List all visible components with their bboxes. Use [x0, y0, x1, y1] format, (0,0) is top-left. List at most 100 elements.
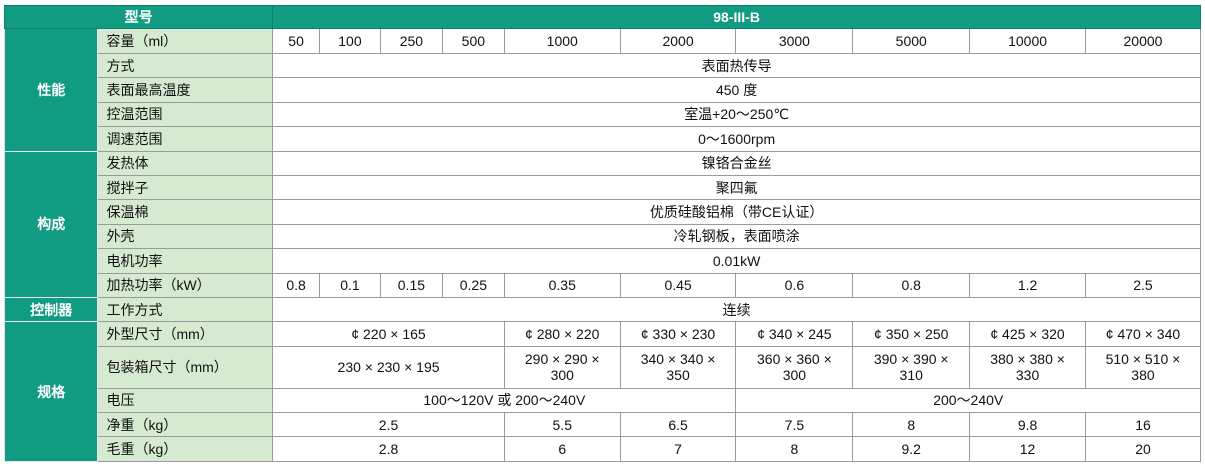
- cell: ¢ 220 × 165: [272, 321, 505, 347]
- row-label: 毛重（kg）: [97, 436, 274, 462]
- cell: ¢ 470 × 340: [1084, 321, 1202, 347]
- cell: 7.5: [735, 412, 854, 438]
- cell: 100～120V 或 200～240V: [272, 387, 737, 414]
- cell: 340 × 340 × 350: [619, 345, 737, 389]
- cell: 16: [1084, 412, 1202, 438]
- cell: 0.45: [619, 272, 737, 299]
- cell: 290 × 290 × 300: [503, 345, 621, 389]
- row-gross-weight: 毛重（kg） 2.8 6 7 8 9.2 12 20: [5, 436, 1202, 462]
- cell: 360 × 360 × 300: [735, 345, 854, 389]
- cell-line: 230 × 230 × 195: [337, 359, 440, 376]
- cell: 10000: [969, 28, 1086, 54]
- row-label: 表面最高温度: [97, 77, 274, 103]
- cell-line: 290 × 290 ×: [524, 351, 600, 368]
- cell-line: 390 × 390 ×: [873, 351, 949, 368]
- group-performance: 性能: [3, 28, 99, 152]
- row-stirrer: 搅拌子 聚四氟: [5, 174, 1201, 201]
- cell: 50: [272, 28, 320, 54]
- cell: 5000: [852, 28, 971, 54]
- cell: 0.15: [379, 272, 443, 299]
- cell-line: 360 × 360 ×: [757, 351, 832, 368]
- model-value: 98-III-B: [272, 4, 1201, 30]
- cell: 250: [379, 28, 443, 54]
- cell: 0.1: [318, 272, 381, 299]
- row-label: 外壳: [97, 223, 274, 250]
- cell: 3000: [735, 28, 854, 54]
- spec-table: 型号 98-III-B 性能 容量（ml） 50 100 250 500 100…: [3, 4, 1202, 462]
- cell: 390 × 390 × 310: [852, 345, 971, 389]
- row-method: 方式 表面热传导: [5, 52, 1201, 79]
- cell: 9.2: [852, 436, 971, 462]
- cell: 200～240V: [735, 387, 1201, 414]
- cell: ¢ 340 × 245: [735, 321, 854, 347]
- row-label: 电机功率: [97, 248, 274, 274]
- cell: 6.5: [619, 412, 737, 438]
- cell-line: 330: [1015, 367, 1040, 384]
- cell: 0.6: [735, 272, 854, 299]
- cell: 450 度: [272, 77, 1201, 103]
- row-work-mode: 控制器 工作方式 连续: [3, 297, 1201, 323]
- cell: 100: [318, 28, 381, 54]
- cell: 2.5: [272, 412, 505, 438]
- row-outer-size: 规格 外型尺寸（mm） ¢ 220 × 165 ¢ 280 × 220 ¢ 33…: [3, 321, 1202, 462]
- cell: 聚四氟: [272, 174, 1201, 201]
- row-capacity: 性能 容量（ml） 50 100 250 500 1000 2000 3000 …: [3, 28, 1202, 152]
- cell: 表面热传导: [272, 52, 1201, 79]
- cell: 0.25: [441, 272, 505, 299]
- row-speed-range: 调速范围 0～1600rpm: [5, 126, 1201, 152]
- group-construction: 构成: [3, 150, 99, 299]
- row-insulation: 保温棉 优质硅酸铝棉（带CE认证）: [5, 199, 1201, 225]
- row-label: 加热功率（kW）: [97, 272, 274, 299]
- row-label: 调速范围: [97, 126, 274, 152]
- row-package-size: 包装箱尺寸（mm） 230 × 230 × 195 290 × 290 × 300…: [5, 345, 1202, 389]
- row-label: 搅拌子: [97, 174, 274, 201]
- cell: 510 × 510 × 380: [1084, 345, 1202, 389]
- cell: 5.5: [503, 412, 621, 438]
- cell-line: 350: [666, 367, 690, 384]
- row-net-weight: 净重（kg） 2.5 5.5 6.5 7.5 8 9.8 16: [5, 412, 1202, 438]
- row-voltage: 电压 100～120V 或 200～240V 200～240V: [5, 387, 1201, 414]
- cell: ¢ 330 × 230: [619, 321, 737, 347]
- cell: 2.5: [1084, 272, 1202, 299]
- group-controller: 控制器: [3, 297, 99, 323]
- row-heating-power: 加热功率（kW） 0.8 0.1 0.15 0.25 0.35 0.45 0.6…: [5, 272, 1202, 299]
- cell: 0～1600rpm: [272, 126, 1201, 152]
- cell-line: 340 × 340 ×: [640, 351, 716, 368]
- cell: 1.2: [969, 272, 1086, 299]
- cell: 6: [503, 436, 621, 462]
- row-label: 包装箱尺寸（mm）: [97, 345, 274, 389]
- cell: 连续: [272, 297, 1201, 323]
- cell: ¢ 350 × 250: [852, 321, 971, 347]
- row-label: 电压: [97, 387, 274, 414]
- cell: 9.8: [969, 412, 1086, 438]
- cell: 8: [735, 436, 854, 462]
- cell: 0.8: [272, 272, 320, 299]
- cell-line: 300: [782, 367, 807, 384]
- cell: 230 × 230 × 195: [272, 345, 505, 389]
- cell-line: 380: [1131, 367, 1155, 384]
- cell: 2.8: [272, 436, 505, 462]
- row-temp-range: 控温范围 室温+20～250℃: [5, 101, 1201, 128]
- cell: 0.01kW: [272, 248, 1201, 274]
- cell: 20000: [1084, 28, 1202, 54]
- row-shell: 外壳 冷轧钢板，表面喷涂: [5, 223, 1201, 250]
- row-label: 方式: [97, 52, 274, 79]
- row-motor-power: 电机功率 0.01kW: [5, 248, 1201, 274]
- cell-line: 310: [899, 367, 923, 384]
- cell: 380 × 380 × 330: [969, 345, 1086, 389]
- row-label: 净重（kg）: [97, 412, 274, 438]
- row-label: 外型尺寸（mm）: [97, 321, 274, 347]
- row-label: 保温棉: [97, 199, 274, 225]
- cell: 500: [441, 28, 505, 54]
- cell-line: 300: [550, 367, 574, 384]
- cell: 1000: [503, 28, 621, 54]
- row-label: 容量（ml）: [97, 28, 274, 54]
- cell: ¢ 280 × 220: [503, 321, 621, 347]
- cell: 20: [1084, 436, 1202, 462]
- cell: 镍铬合金丝: [272, 150, 1201, 176]
- group-specs: 规格: [3, 321, 99, 462]
- model-label: 型号: [3, 4, 274, 30]
- cell: 8: [852, 412, 971, 438]
- row-label: 工作方式: [97, 297, 274, 323]
- cell: 7: [619, 436, 737, 462]
